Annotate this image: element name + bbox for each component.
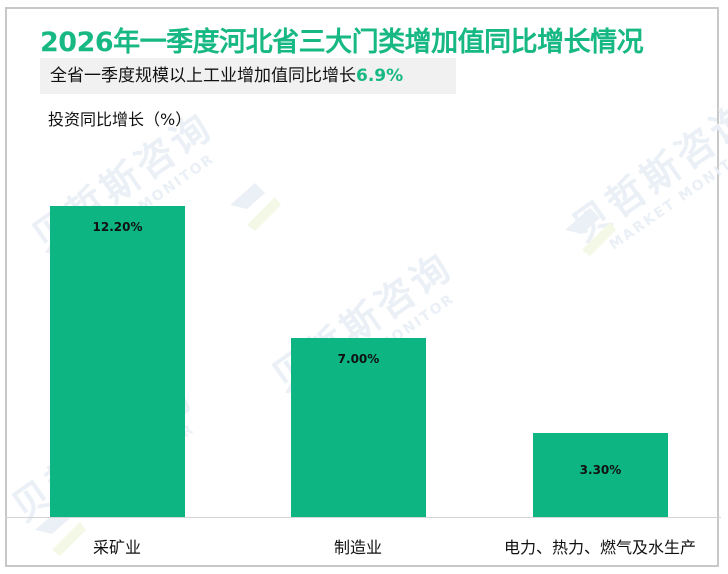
chart-title: 2026年一季度河北省三大门类增加值同比增长情况 [40,27,644,58]
bar-value-label: 7.00% [337,352,380,366]
x-axis-tick-label: 采矿业 [92,538,141,557]
subtitle-highlight: 6.9% [356,66,404,86]
bar: 12.20% [50,206,185,517]
bar: 3.30% [533,433,668,517]
x-axis-tick-label: 制造业 [333,538,382,557]
x-axis-tick-label: 电力、热力、燃气及水生产 [503,538,696,557]
x-axis-line [5,517,721,518]
subtitle-text: 全省一季度规模以上工业增加值同比增长 [50,66,356,86]
y-axis-label: 投资同比增长（%） [48,110,192,129]
subtitle-banner: 全省一季度规模以上工业增加值同比增长6.9% [40,58,456,94]
bar-value-label: 3.30% [579,463,622,477]
bar-value-label: 12.20% [92,220,143,234]
bar: 7.00% [291,338,426,517]
